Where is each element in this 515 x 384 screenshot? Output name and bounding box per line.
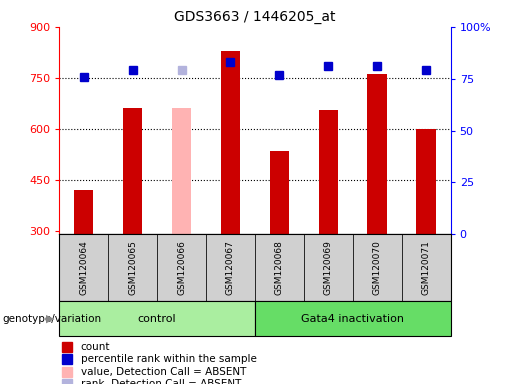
- Bar: [123, 108, 142, 234]
- Bar: [269, 151, 289, 234]
- Text: genotype/variation: genotype/variation: [3, 314, 101, 324]
- Bar: [255, 301, 451, 336]
- Bar: [59, 301, 255, 336]
- Text: count: count: [81, 341, 110, 352]
- Text: rank, Detection Call = ABSENT: rank, Detection Call = ABSENT: [81, 379, 241, 384]
- Bar: [416, 129, 436, 234]
- Title: GDS3663 / 1446205_at: GDS3663 / 1446205_at: [174, 10, 336, 25]
- Text: GSM120071: GSM120071: [422, 240, 431, 295]
- Bar: [367, 74, 387, 234]
- Text: GSM120068: GSM120068: [275, 240, 284, 295]
- Text: ▶: ▶: [45, 314, 54, 324]
- Bar: [59, 234, 108, 301]
- Text: GSM120066: GSM120066: [177, 240, 186, 295]
- Bar: [255, 234, 304, 301]
- Bar: [108, 234, 157, 301]
- Text: Gata4 inactivation: Gata4 inactivation: [301, 314, 404, 324]
- Text: GSM120069: GSM120069: [324, 240, 333, 295]
- Text: control: control: [138, 314, 176, 324]
- Text: GSM120067: GSM120067: [226, 240, 235, 295]
- Bar: [220, 51, 240, 234]
- Text: percentile rank within the sample: percentile rank within the sample: [81, 354, 256, 364]
- Bar: [206, 234, 255, 301]
- Text: GSM120064: GSM120064: [79, 240, 88, 295]
- Text: value, Detection Call = ABSENT: value, Detection Call = ABSENT: [81, 366, 246, 377]
- Bar: [74, 190, 94, 234]
- Bar: [304, 234, 353, 301]
- Bar: [353, 234, 402, 301]
- Text: GSM120070: GSM120070: [373, 240, 382, 295]
- Bar: [318, 110, 338, 234]
- Text: GSM120065: GSM120065: [128, 240, 137, 295]
- Bar: [157, 234, 206, 301]
- Bar: [171, 108, 191, 234]
- Bar: [402, 234, 451, 301]
